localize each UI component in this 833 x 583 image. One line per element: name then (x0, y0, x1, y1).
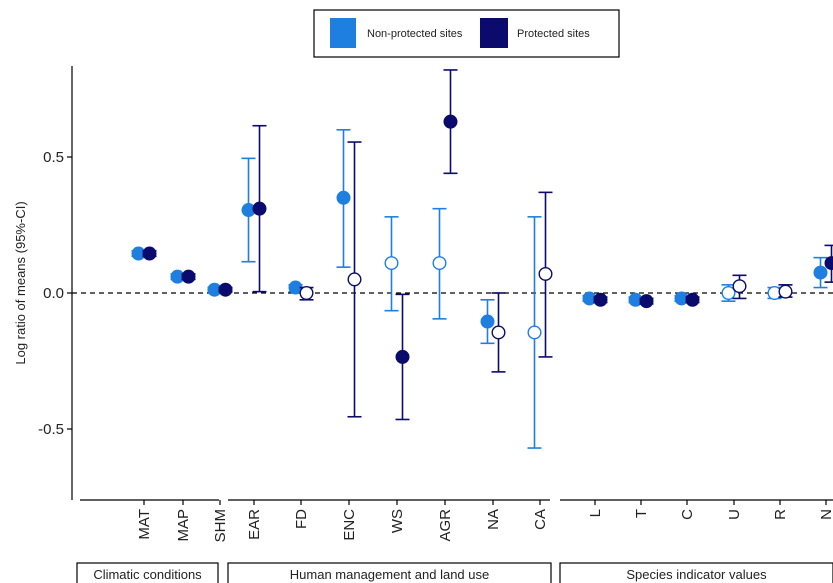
x-tick-label-r: R (772, 509, 789, 520)
data-point-r-protected (778, 284, 793, 299)
legend-label-protected: Protected sites (517, 28, 590, 40)
mean-marker (527, 325, 542, 340)
data-point-map-protected (181, 269, 196, 284)
data-point-l-protected (593, 292, 608, 307)
mean-marker (384, 256, 399, 271)
data-point-ca-non-protected (527, 216, 542, 449)
data-point-fd-protected (299, 286, 314, 301)
data-point-enc-protected (347, 141, 362, 418)
mean-marker (639, 294, 654, 309)
x-tick-label-mat: MAT (136, 509, 153, 540)
mean-marker (395, 349, 410, 364)
mean-marker (432, 256, 447, 271)
data-point-na-protected (491, 292, 506, 373)
x-tick-label-t: T (633, 509, 650, 518)
x-tick-label-shm: SHM (212, 509, 229, 542)
data-marks (131, 69, 833, 449)
x-tick-label-c: C (679, 509, 696, 520)
mean-marker (813, 265, 828, 280)
data-point-agr-non-protected (432, 207, 447, 320)
mean-marker (732, 279, 747, 294)
mean-marker (336, 190, 351, 205)
mean-marker (721, 286, 736, 301)
mean-marker (778, 284, 793, 299)
mean-marker (480, 314, 495, 329)
data-point-ws-protected (395, 293, 410, 421)
data-point-c-protected (685, 292, 700, 307)
data-point-ca-protected (538, 191, 553, 358)
x-tick-label-u: U (726, 509, 743, 520)
group-label: Climatic conditions (93, 567, 202, 582)
data-point-shm-protected (218, 282, 233, 297)
data-point-u-protected (732, 274, 747, 300)
data-point-t-protected (639, 294, 654, 309)
y-axis-title: Log ratio of means (95%-CI) (13, 201, 28, 364)
legend-swatch-non-protected (330, 18, 356, 48)
group-box (227, 562, 552, 583)
mean-marker (218, 282, 233, 297)
mean-marker (347, 272, 362, 287)
legend-swatch-protected (480, 18, 508, 48)
y-tick-label: -0.5 (38, 421, 64, 438)
x-tick-label-fd: FD (293, 509, 310, 529)
mean-marker (181, 269, 196, 284)
x-tick-label-na: NA (485, 509, 502, 530)
data-point-n-protected (824, 244, 833, 283)
mean-marker (142, 246, 157, 261)
legend-box (313, 9, 620, 58)
mean-marker (685, 292, 700, 307)
x-tick-label-ws: WS (389, 509, 406, 533)
y-tick-label: 0.0 (43, 285, 64, 302)
x-tick-label-ca: CA (532, 509, 549, 530)
data-point-mat-protected (142, 246, 157, 261)
x-tick-label-agr: AGR (437, 509, 454, 542)
data-point-n-non-protected (813, 256, 828, 289)
mean-marker (491, 325, 506, 340)
mean-marker (593, 292, 608, 307)
y-tick-label: 0.5 (43, 149, 64, 166)
mean-marker (443, 114, 458, 129)
data-point-ear-non-protected (241, 157, 256, 263)
group-label: Human management and land use (290, 567, 489, 582)
group-box (559, 562, 833, 583)
group-label: Species indicator values (626, 567, 767, 582)
data-point-ear-protected (252, 124, 267, 293)
legend: Non-protected sites Protected sites (313, 9, 620, 58)
y-axis: -0.5 0.0 0.5 Log ratio of means (95%-CI) (13, 66, 73, 500)
x-axis: MAT MAP SHM EAR FD ENC WS AGR NA CA L T C U R N (80, 499, 833, 542)
data-point-l-non-protected (582, 291, 597, 306)
x-tick-label-enc: ENC (341, 509, 358, 541)
mean-marker (538, 266, 553, 281)
mean-marker (252, 201, 267, 216)
data-point-na-non-protected (480, 298, 495, 345)
x-tick-label-l: L (587, 509, 604, 517)
data-point-u-non-protected (721, 284, 736, 302)
data-point-ws-non-protected (384, 216, 399, 312)
group-labels: Climatic conditions Human management and … (76, 562, 833, 583)
x-tick-label-n: N (818, 509, 833, 520)
mean-marker (299, 286, 314, 301)
group-box (76, 562, 219, 583)
data-point-agr-protected (443, 69, 458, 175)
x-tick-label-map: MAP (175, 509, 192, 542)
legend-label-non-protected: Non-protected sites (367, 28, 463, 40)
data-point-enc-non-protected (336, 129, 351, 268)
x-tick-label-ear: EAR (246, 509, 263, 540)
mean-marker (824, 256, 833, 271)
